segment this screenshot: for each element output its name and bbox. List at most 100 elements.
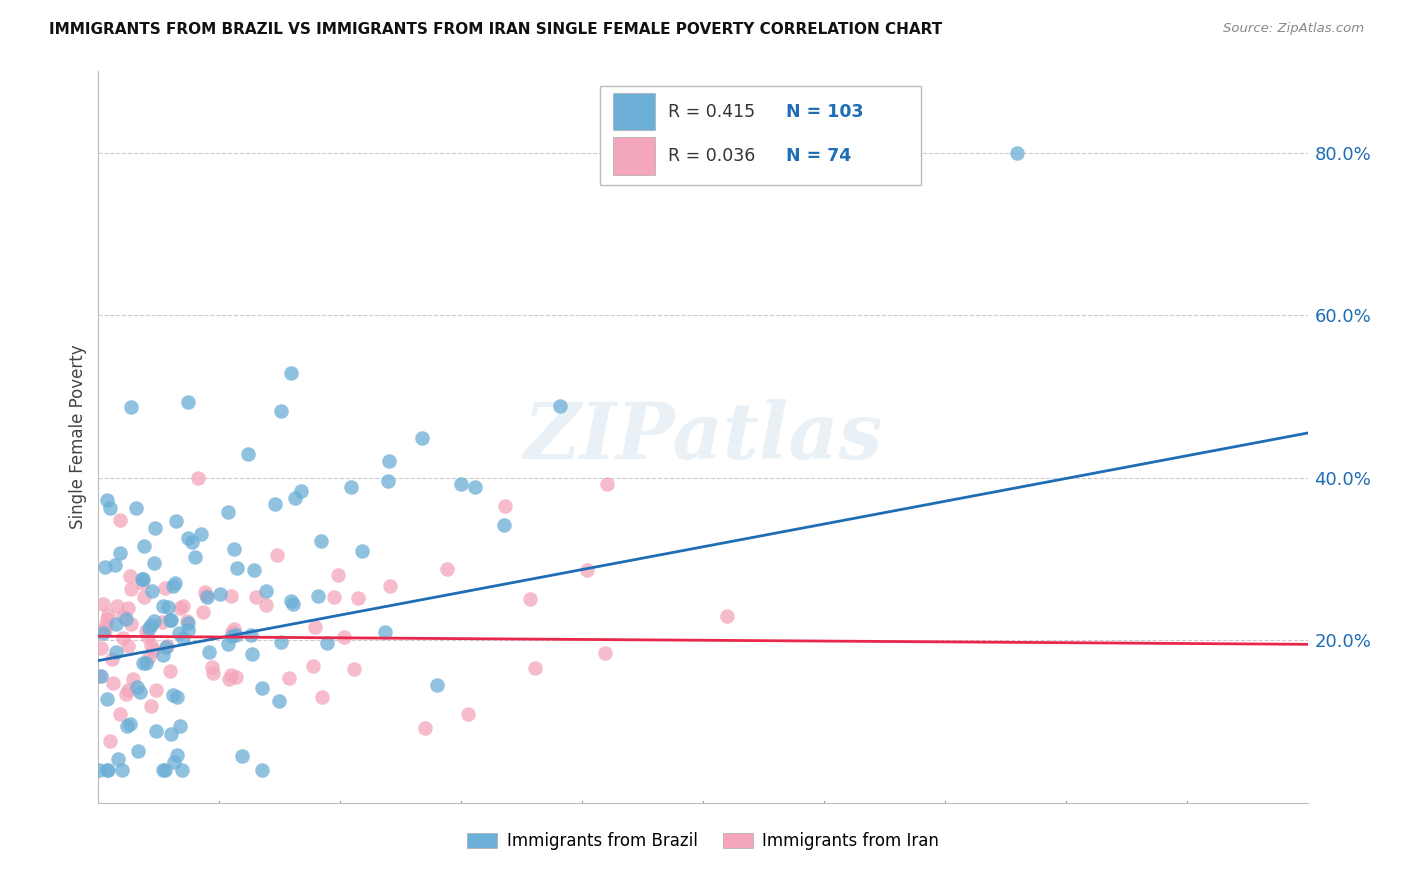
- Point: [377, 475, 399, 489]
- Point: [492, 517, 515, 532]
- Point: [352, 544, 374, 558]
- Point: [457, 707, 479, 722]
- Point: [152, 615, 174, 629]
- Point: [264, 497, 287, 511]
- Point: [163, 576, 186, 591]
- Point: [413, 721, 436, 735]
- Point: [131, 572, 153, 586]
- Point: [166, 690, 188, 704]
- Point: [596, 476, 619, 491]
- Point: [195, 590, 218, 604]
- Point: [266, 548, 288, 562]
- Point: [267, 694, 290, 708]
- Point: [138, 621, 160, 635]
- Point: [103, 676, 125, 690]
- Point: [378, 454, 401, 468]
- Point: [224, 622, 246, 636]
- Point: [165, 515, 187, 529]
- Point: [138, 630, 160, 644]
- Point: [193, 605, 215, 619]
- Point: [254, 598, 277, 612]
- Point: [283, 597, 305, 611]
- Point: [169, 600, 191, 615]
- Point: [198, 645, 221, 659]
- Point: [231, 748, 253, 763]
- Point: [270, 404, 292, 418]
- Point: [104, 645, 127, 659]
- Point: [142, 615, 165, 629]
- Point: [139, 698, 162, 713]
- Point: [120, 400, 142, 414]
- Point: [117, 601, 139, 615]
- Point: [111, 764, 134, 778]
- Point: [162, 755, 184, 769]
- Point: [576, 563, 599, 577]
- Point: [120, 582, 142, 596]
- Point: [494, 500, 516, 514]
- Point: [104, 558, 127, 572]
- Point: [117, 683, 139, 698]
- Point: [155, 640, 177, 654]
- Point: [224, 541, 246, 556]
- Point: [346, 591, 368, 605]
- Point: [94, 618, 117, 632]
- Point: [176, 615, 198, 629]
- Point: [181, 534, 204, 549]
- Point: [141, 583, 163, 598]
- Point: [315, 636, 337, 650]
- Point: [225, 670, 247, 684]
- Point: [343, 662, 366, 676]
- Point: [218, 672, 240, 686]
- Point: [194, 585, 217, 599]
- Point: [90, 669, 112, 683]
- Point: [519, 591, 541, 606]
- Point: [426, 678, 449, 692]
- Point: [159, 614, 181, 628]
- Point: [380, 579, 402, 593]
- Point: [96, 691, 118, 706]
- Point: [153, 764, 176, 778]
- Point: [120, 617, 142, 632]
- Point: [280, 366, 302, 380]
- Point: [322, 591, 344, 605]
- Point: [155, 639, 177, 653]
- Point: [98, 501, 121, 516]
- Point: [143, 556, 166, 570]
- Point: [96, 612, 118, 626]
- Point: [128, 685, 150, 699]
- Point: [162, 688, 184, 702]
- Point: [127, 744, 149, 758]
- Text: IMMIGRANTS FROM BRAZIL VS IMMIGRANTS FROM IRAN SINGLE FEMALE POVERTY CORRELATION: IMMIGRANTS FROM BRAZIL VS IMMIGRANTS FRO…: [49, 22, 942, 37]
- Point: [132, 657, 155, 671]
- Point: [304, 620, 326, 634]
- Point: [152, 599, 174, 613]
- Point: [225, 627, 247, 641]
- Point: [254, 583, 277, 598]
- Point: [236, 447, 259, 461]
- Point: [219, 668, 242, 682]
- Point: [169, 719, 191, 733]
- Point: [177, 531, 200, 545]
- Point: [143, 521, 166, 535]
- Point: [115, 612, 138, 626]
- Point: [120, 716, 142, 731]
- Point: [436, 562, 458, 576]
- Point: [217, 637, 239, 651]
- Point: [172, 599, 194, 613]
- Point: [250, 681, 273, 695]
- Point: [135, 657, 157, 671]
- Point: [524, 661, 547, 675]
- Point: [202, 666, 225, 681]
- Point: [105, 599, 128, 614]
- Point: [339, 480, 361, 494]
- Point: [716, 608, 738, 623]
- Point: [98, 733, 121, 747]
- Point: [93, 597, 115, 611]
- Point: [101, 651, 124, 665]
- Legend: Immigrants from Brazil, Immigrants from Iran: Immigrants from Brazil, Immigrants from …: [460, 825, 946, 856]
- Point: [245, 591, 267, 605]
- Point: [96, 492, 118, 507]
- Point: [307, 589, 329, 603]
- Point: [131, 576, 153, 591]
- Text: ZIPatlas: ZIPatlas: [523, 399, 883, 475]
